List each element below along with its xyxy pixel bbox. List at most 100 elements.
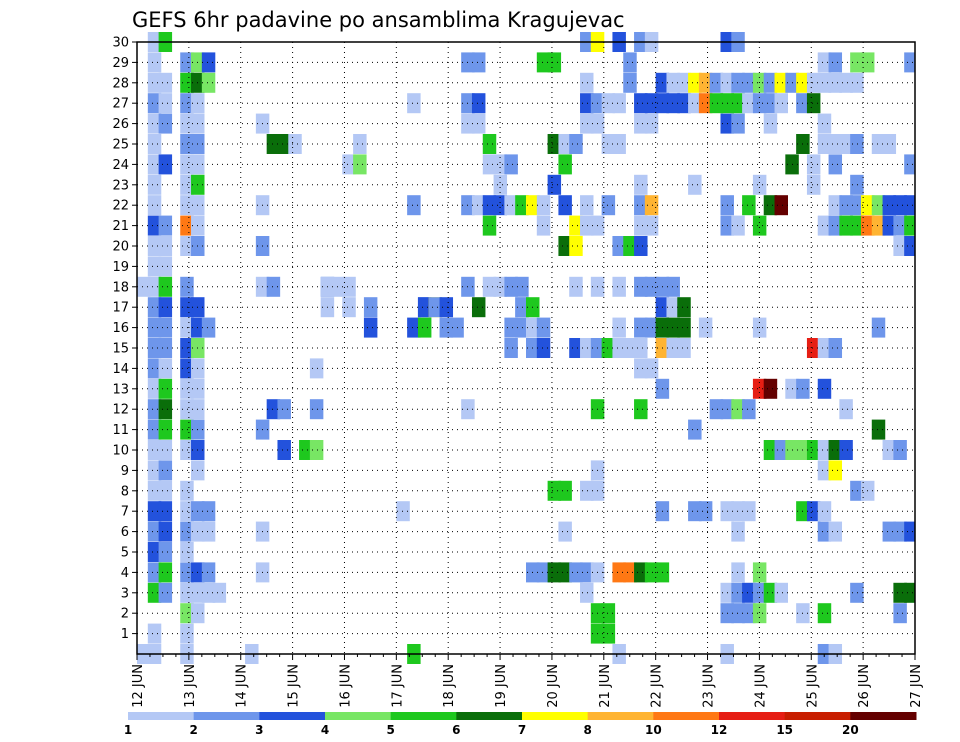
heatmap-cell: [558, 521, 572, 542]
x-tick-label: 18 JUN: [442, 664, 457, 708]
heatmap-cell: [763, 113, 778, 134]
heatmap-cell: [342, 154, 356, 175]
heatmap-cell: [634, 236, 648, 256]
heatmap-cell: [612, 93, 626, 114]
x-axis: 12 JUN 13 JUN 14 JUN 15 JUN 16 JUN 17 JUN 18 J…: [131, 654, 924, 708]
heatmap-cell: [893, 521, 907, 542]
heatmap-cell: [493, 154, 508, 175]
heatmap-cell: [342, 276, 356, 297]
heatmap-cell: [471, 113, 486, 134]
heatmap-cell: [547, 562, 562, 583]
heatmap-cell: [180, 134, 194, 154]
legend-label: 20: [842, 723, 859, 737]
heatmap-cell: [839, 195, 853, 216]
y-tick-label: 30: [112, 36, 129, 51]
heatmap-cell: [158, 297, 173, 318]
heatmap-cell: [569, 134, 583, 154]
x-tick-label: 17 JUN: [390, 664, 405, 708]
heatmap-cell: [569, 215, 583, 236]
heatmap-cell: [558, 480, 572, 501]
heatmap-cell: [158, 154, 173, 175]
heatmap-cell: [558, 154, 572, 175]
heatmap-cell: [299, 440, 313, 460]
heatmap-cell: [158, 419, 173, 440]
x-tick-label: 24 JUN: [753, 664, 768, 708]
heatmap-cell: [482, 195, 497, 216]
heatmap-cell: [158, 72, 173, 93]
heatmap-cell: [828, 215, 843, 236]
heatmap-cell: [850, 215, 864, 236]
legend-label: 2: [189, 723, 197, 737]
heatmap-cell: [180, 174, 194, 195]
heatmap-cell: [828, 72, 843, 93]
x-tick-label: 20 JUN: [546, 664, 561, 708]
heatmap-cell: [180, 501, 194, 522]
heatmap-cell: [601, 134, 616, 154]
heatmap-cell: [158, 501, 173, 522]
legend-label: 4: [321, 723, 329, 737]
heatmap-cell: [396, 501, 410, 522]
heatmap-cell: [731, 521, 745, 542]
heatmap-cell: [147, 440, 162, 460]
heatmap-cell: [893, 582, 907, 603]
heatmap-cell: [698, 501, 713, 522]
heatmap-cell: [634, 276, 648, 297]
legend-swatch: [456, 712, 523, 720]
heatmap-cell: [688, 174, 702, 195]
heatmap-cell: [774, 72, 788, 93]
y-tick-label: 7: [121, 505, 129, 520]
heatmap-cell: [731, 93, 745, 114]
y-axis: 1234567891011121314151617181920212223242…: [112, 36, 137, 642]
heatmap-cell: [569, 562, 583, 583]
heatmap-cell: [817, 338, 832, 358]
y-tick-label: 19: [112, 260, 129, 275]
heatmap-cell: [158, 562, 173, 583]
heatmap-cell: [147, 358, 162, 379]
heatmap-cell: [828, 52, 843, 73]
y-tick-label: 22: [112, 199, 129, 214]
heatmap-cell: [612, 276, 626, 297]
heatmap-cell: [644, 317, 659, 338]
legend-swatch: [587, 712, 654, 720]
heatmap-cell: [644, 276, 659, 297]
heatmap-cell: [731, 501, 745, 522]
heatmap-cell: [731, 582, 745, 603]
heatmap-cell: [644, 215, 659, 236]
y-tick-label: 5: [121, 546, 129, 561]
heatmap-cell: [201, 52, 216, 73]
heatmap-cell: [806, 501, 821, 522]
heatmap-cell: [201, 72, 216, 93]
heatmap-cell: [763, 93, 778, 114]
heatmap-cell: [752, 603, 767, 624]
heatmap-cell: [536, 215, 551, 236]
x-tick-label: 14 JUN: [235, 664, 250, 708]
heatmap-cell: [158, 582, 173, 603]
heatmap-cell: [828, 440, 843, 460]
heatmap-cell: [731, 215, 745, 236]
heatmap-cell: [623, 562, 637, 583]
x-tick-label: 12 JUN: [131, 664, 146, 708]
heatmap-cell: [644, 93, 659, 114]
heatmap-cell: [558, 562, 572, 583]
heatmap-cell: [158, 93, 173, 114]
heatmap-cell: [353, 154, 367, 175]
heatmap-cell: [806, 154, 821, 175]
heatmap-cell: [180, 378, 194, 399]
heatmap-cell: [774, 582, 788, 603]
heatmap-cell: [839, 440, 853, 460]
heatmap-cell: [147, 623, 162, 644]
heatmap-cell: [666, 72, 680, 93]
heatmap-cell: [688, 93, 702, 114]
legend-swatch: [719, 712, 786, 720]
legend-label: 1: [124, 723, 132, 737]
heatmap-cell: [493, 276, 508, 297]
heatmap-cell: [547, 174, 562, 195]
heatmap-cells: [137, 32, 915, 664]
heatmap-cell: [158, 256, 173, 277]
x-tick-label: 15 JUN: [287, 664, 302, 708]
heatmap-cell: [612, 317, 626, 338]
heatmap-cell: [158, 358, 173, 379]
heatmap-cell: [363, 317, 378, 338]
heatmap-cell: [763, 378, 778, 399]
heatmap-cell: [742, 582, 756, 603]
